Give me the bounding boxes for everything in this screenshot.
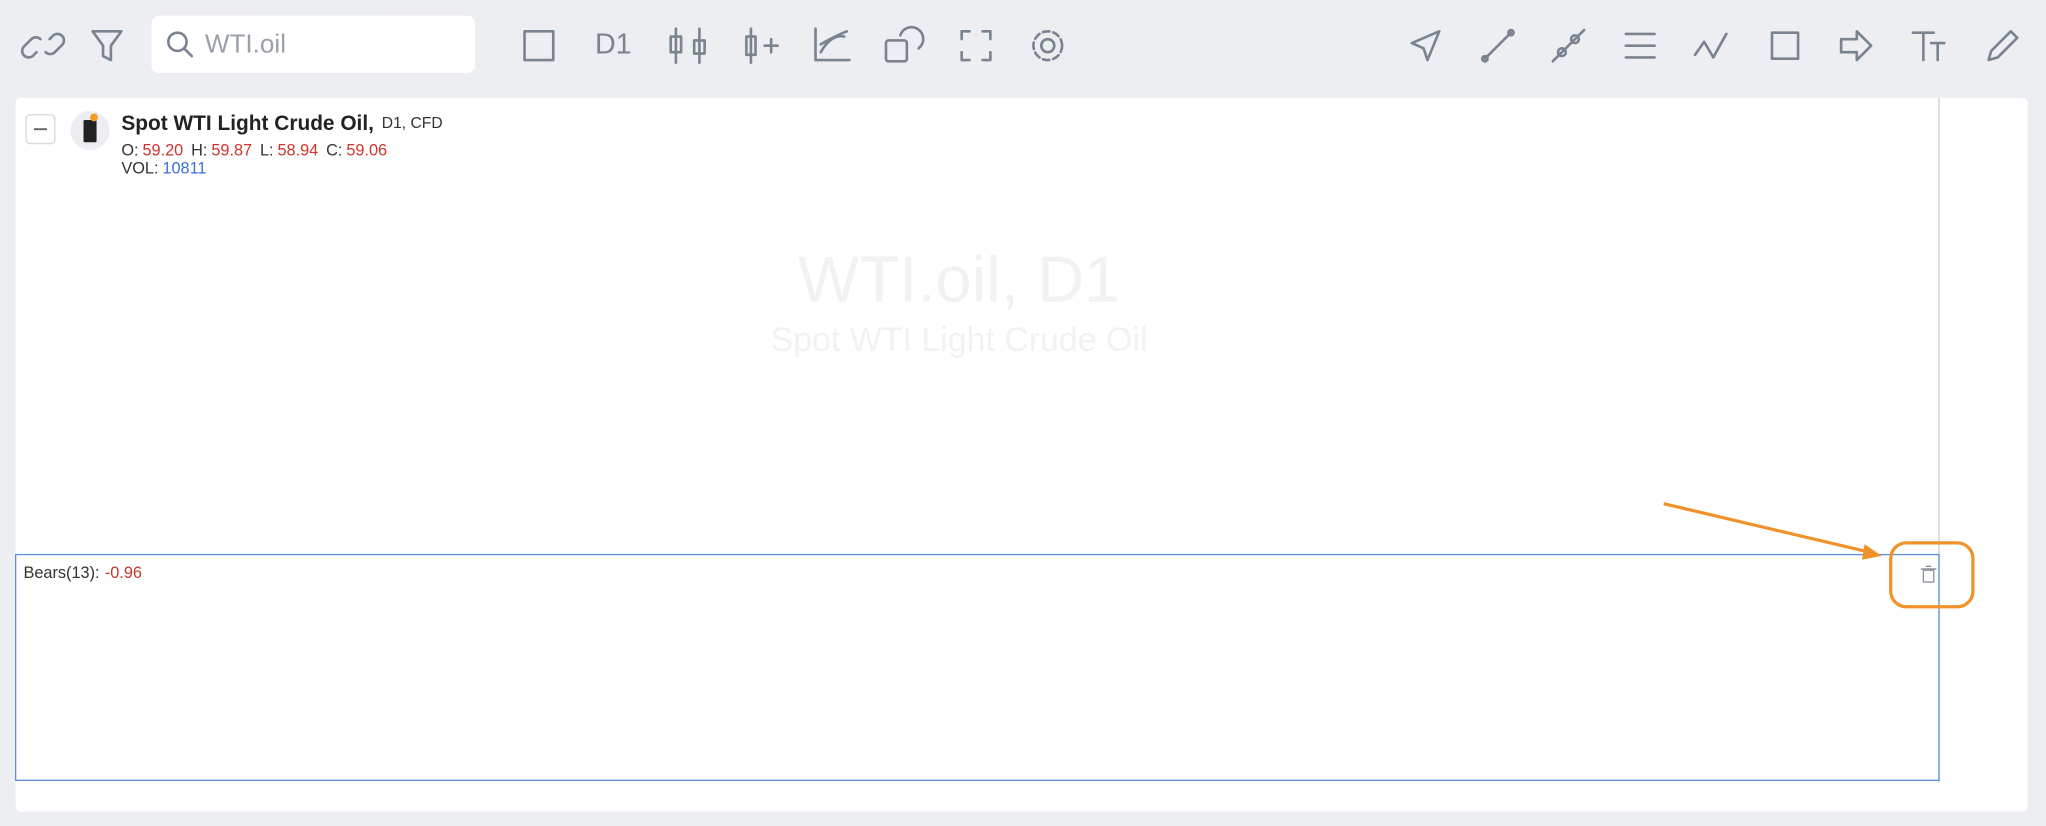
chart-type-button[interactable] bbox=[523, 30, 555, 62]
layers-button[interactable] bbox=[884, 25, 925, 63]
fullscreen-button[interactable] bbox=[960, 30, 992, 62]
watermark: WTI.oil, D1 bbox=[798, 243, 1121, 316]
watermark-subtitle: Spot WTI Light Crude Oil bbox=[771, 321, 1148, 359]
search-icon-handle bbox=[182, 46, 194, 58]
settings-button[interactable] bbox=[1032, 30, 1064, 62]
parallel-tool[interactable] bbox=[1624, 32, 1656, 59]
link-button[interactable] bbox=[20, 32, 66, 59]
indicator-legend: Bears(13): -0.96 bbox=[23, 564, 141, 582]
legend-value: 58.94 bbox=[277, 142, 318, 160]
annotation-arrow bbox=[1663, 502, 1869, 554]
chart-header: Spot WTI Light Crude Oil, D1, CFD bbox=[121, 111, 442, 134]
legend-label: O: bbox=[121, 142, 138, 160]
annotation-highlight bbox=[1889, 541, 1975, 609]
pencil-tool[interactable] bbox=[1987, 30, 2019, 62]
search-text[interactable]: WTI.oil bbox=[205, 29, 286, 59]
volume-legend: VOL: 10811 bbox=[121, 160, 206, 178]
rectangle-tool[interactable] bbox=[1770, 31, 1800, 61]
legend-label: C: bbox=[326, 142, 342, 160]
arrow-tool[interactable] bbox=[1839, 30, 1873, 62]
legend-value: 10811 bbox=[162, 160, 206, 178]
legend-value: 59.87 bbox=[211, 142, 252, 160]
legend-label: L: bbox=[260, 142, 274, 160]
wave-tool[interactable] bbox=[1693, 32, 1728, 59]
candles-button[interactable] bbox=[669, 27, 706, 64]
add-indicator-button[interactable] bbox=[745, 27, 779, 64]
legend-value: 59.06 bbox=[346, 142, 387, 160]
toolbar: WTI.oil D1 bbox=[20, 15, 2019, 74]
line-tool[interactable] bbox=[1481, 28, 1515, 63]
chart-panel bbox=[15, 97, 2028, 812]
indicator-pane bbox=[15, 553, 1940, 781]
indicator-value: -0.96 bbox=[105, 564, 142, 582]
annotation-arrowhead bbox=[1862, 544, 1882, 560]
instrument-logo-barrel bbox=[83, 120, 97, 143]
timeframe-button[interactable]: D1 bbox=[595, 28, 632, 60]
ray-tool[interactable] bbox=[1551, 28, 1586, 63]
indicator-name: Bears(13): bbox=[23, 564, 99, 582]
legend-value: 59.20 bbox=[142, 142, 183, 160]
draw-arrow-tool[interactable] bbox=[1410, 30, 1441, 62]
indicators-button[interactable] bbox=[814, 27, 851, 62]
legend-label: VOL: bbox=[121, 160, 158, 178]
chart-subtitle: D1, CFD bbox=[382, 115, 443, 132]
text-tool[interactable] bbox=[1911, 31, 1946, 62]
instrument-logo-drop bbox=[90, 113, 98, 122]
search-box[interactable]: WTI.oil bbox=[151, 15, 475, 74]
ohlc-legend: O: 59.20 H: 59.87 L: 58.94 C: 59.06 bbox=[121, 142, 387, 160]
search-field[interactable] bbox=[151, 15, 475, 74]
chart-title: Spot WTI Light Crude Oil, bbox=[121, 111, 374, 134]
delete-indicator-button[interactable] bbox=[1920, 565, 1937, 583]
search-icon bbox=[167, 31, 188, 53]
legend-label: H: bbox=[191, 142, 207, 160]
filter-button[interactable] bbox=[91, 30, 123, 62]
